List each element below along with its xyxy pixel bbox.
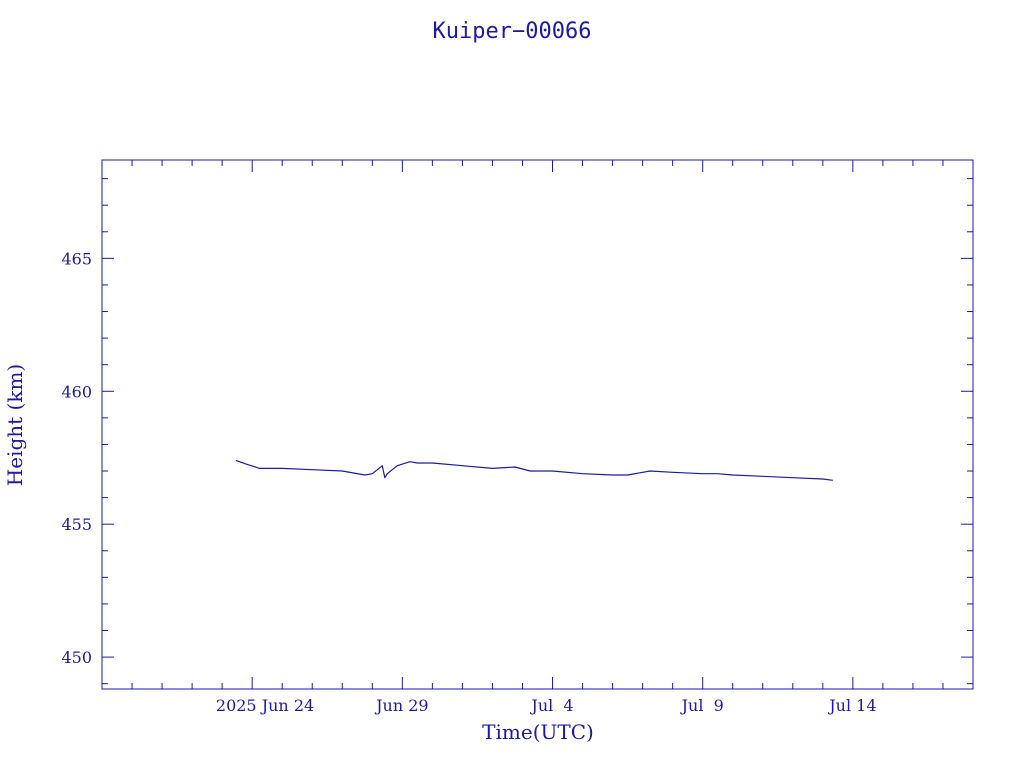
chart-title: Kuiper−00066 bbox=[433, 19, 592, 44]
series-layer bbox=[235, 459, 833, 481]
x-tick-label: 2025 Jun 24 bbox=[216, 696, 314, 715]
x-axis-label: Time(UTC) bbox=[482, 720, 594, 744]
y-tick-label: 450 bbox=[61, 648, 92, 667]
x-tick-label: Jul 4 bbox=[529, 696, 573, 715]
y-tick-label: 465 bbox=[61, 249, 92, 268]
y-axis: 450 455 460 465 bbox=[61, 178, 973, 685]
x-axis: 2025 Jun 24 Jun 29 Jul 4 Jul 9 Jul 14 bbox=[101, 160, 974, 715]
y-tick-label: 460 bbox=[61, 382, 92, 401]
x-tick-year: 2025 bbox=[216, 696, 262, 715]
series-line bbox=[235, 459, 833, 481]
x-tick-label: Jul 14 bbox=[827, 696, 876, 715]
plot-frame bbox=[101, 159, 974, 690]
y-axis-label: Height (km) bbox=[3, 364, 27, 486]
x-tick-label: Jul 9 bbox=[680, 696, 724, 715]
y-tick-label: 455 bbox=[61, 515, 92, 534]
x-tick-date: Jun 24 bbox=[260, 696, 314, 715]
x-tick-label: Jun 29 bbox=[374, 696, 428, 715]
